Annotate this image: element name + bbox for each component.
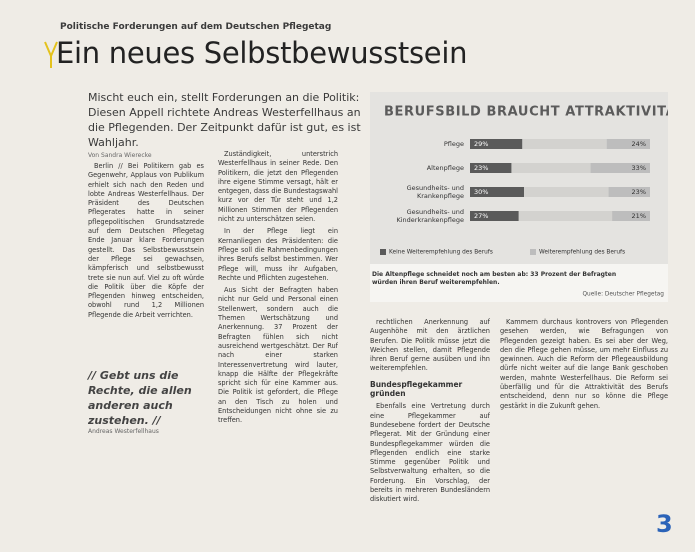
- legend-label: Weiterempfehlung des Berufs: [539, 250, 625, 256]
- value-label: 24%: [632, 140, 646, 148]
- bar-segment: [608, 187, 650, 197]
- column: rechtlichen Anerkennung auf Augenhöhe mi…: [370, 318, 490, 548]
- column: [88, 448, 204, 548]
- legend-swatch: [530, 249, 536, 255]
- chart-caption: Die Altenpflege schneidet noch am besten…: [372, 271, 618, 286]
- category-label: Pflege: [444, 140, 464, 148]
- chart-title: BERUFSBILD BRAUCHT ATTRAKTIVITÄT: [384, 104, 668, 120]
- category-label: Gesundheits- und Krankenpflege: [407, 184, 464, 200]
- bar-track: [470, 163, 650, 173]
- column: Kammern durchaus kontrovers von Pflegend…: [500, 318, 668, 540]
- value-label: 21%: [632, 212, 646, 220]
- legend-label: Keine Weiterempfehlung des Berufs: [389, 250, 493, 256]
- value-label: 29%: [474, 140, 488, 148]
- value-label: 33%: [632, 164, 646, 172]
- bar-track: [470, 139, 650, 149]
- bar-segment: [470, 211, 519, 221]
- category-label: Altenpflege: [427, 164, 464, 172]
- bar-segment: [612, 211, 650, 221]
- kicker: Politische Forderungen auf dem Deutschen…: [60, 22, 332, 32]
- chart: BERUFSBILD BRAUCHT ATTRAKTIVITÄT Pflege 2…: [370, 92, 668, 302]
- bar-segment: [606, 139, 650, 149]
- paragraph: Kammern durchaus kontrovers von Pflegend…: [500, 318, 668, 410]
- column: Berlin // Bei Politikern gab es Gegenweh…: [88, 162, 204, 362]
- page-number: 3: [656, 510, 673, 538]
- pull-quote: // Gebt uns die Rechte, die allen andere…: [88, 369, 192, 427]
- bar-segment: [470, 163, 512, 173]
- value-label: 23%: [474, 164, 488, 172]
- paragraph: Ebenfalls eine Vertretung durch eine Pfl…: [370, 402, 490, 504]
- bar-track: [470, 187, 650, 197]
- paragraph: Berlin // Bei Politikern gab es Gegenweh…: [88, 162, 204, 319]
- bar-segment: [470, 139, 523, 149]
- value-label: 27%: [474, 212, 488, 220]
- value-label: 30%: [474, 188, 488, 196]
- column: Zuständigkeit, unterstrich Westerfellhau…: [218, 150, 338, 548]
- quote-author: Andreas Westerfellhaus: [88, 428, 159, 435]
- paragraph: Aus Sicht der Befragten haben nicht nur …: [218, 286, 338, 425]
- bar-segment: [470, 187, 524, 197]
- chart-source: Quelle: Deutscher Pflegetag: [582, 292, 664, 298]
- chart-panel: [370, 92, 668, 264]
- intro: Mischt euch ein, stellt Forderungen an d…: [88, 91, 361, 149]
- legend-swatch: [380, 249, 386, 255]
- accent-mark: [44, 41, 58, 68]
- value-label: 23%: [632, 188, 646, 196]
- paragraph: In der Pflege liegt ein Kernanliegen des…: [218, 227, 338, 282]
- category-label: Gesundheits- und Kinderkrankenpflege: [396, 208, 464, 224]
- paragraph: rechtlichen Anerkennung auf Augenhöhe mi…: [370, 318, 490, 373]
- bar-segment: [590, 163, 650, 173]
- headline: Ein neues Selbstbewusstsein: [56, 36, 468, 70]
- subheading: Bundespflegekammer gründen: [370, 379, 463, 399]
- byline: Von Sandra Wierecke: [88, 152, 152, 159]
- paragraph: Zuständigkeit, unterstrich Westerfellhau…: [218, 150, 338, 224]
- bar-track: [470, 211, 650, 221]
